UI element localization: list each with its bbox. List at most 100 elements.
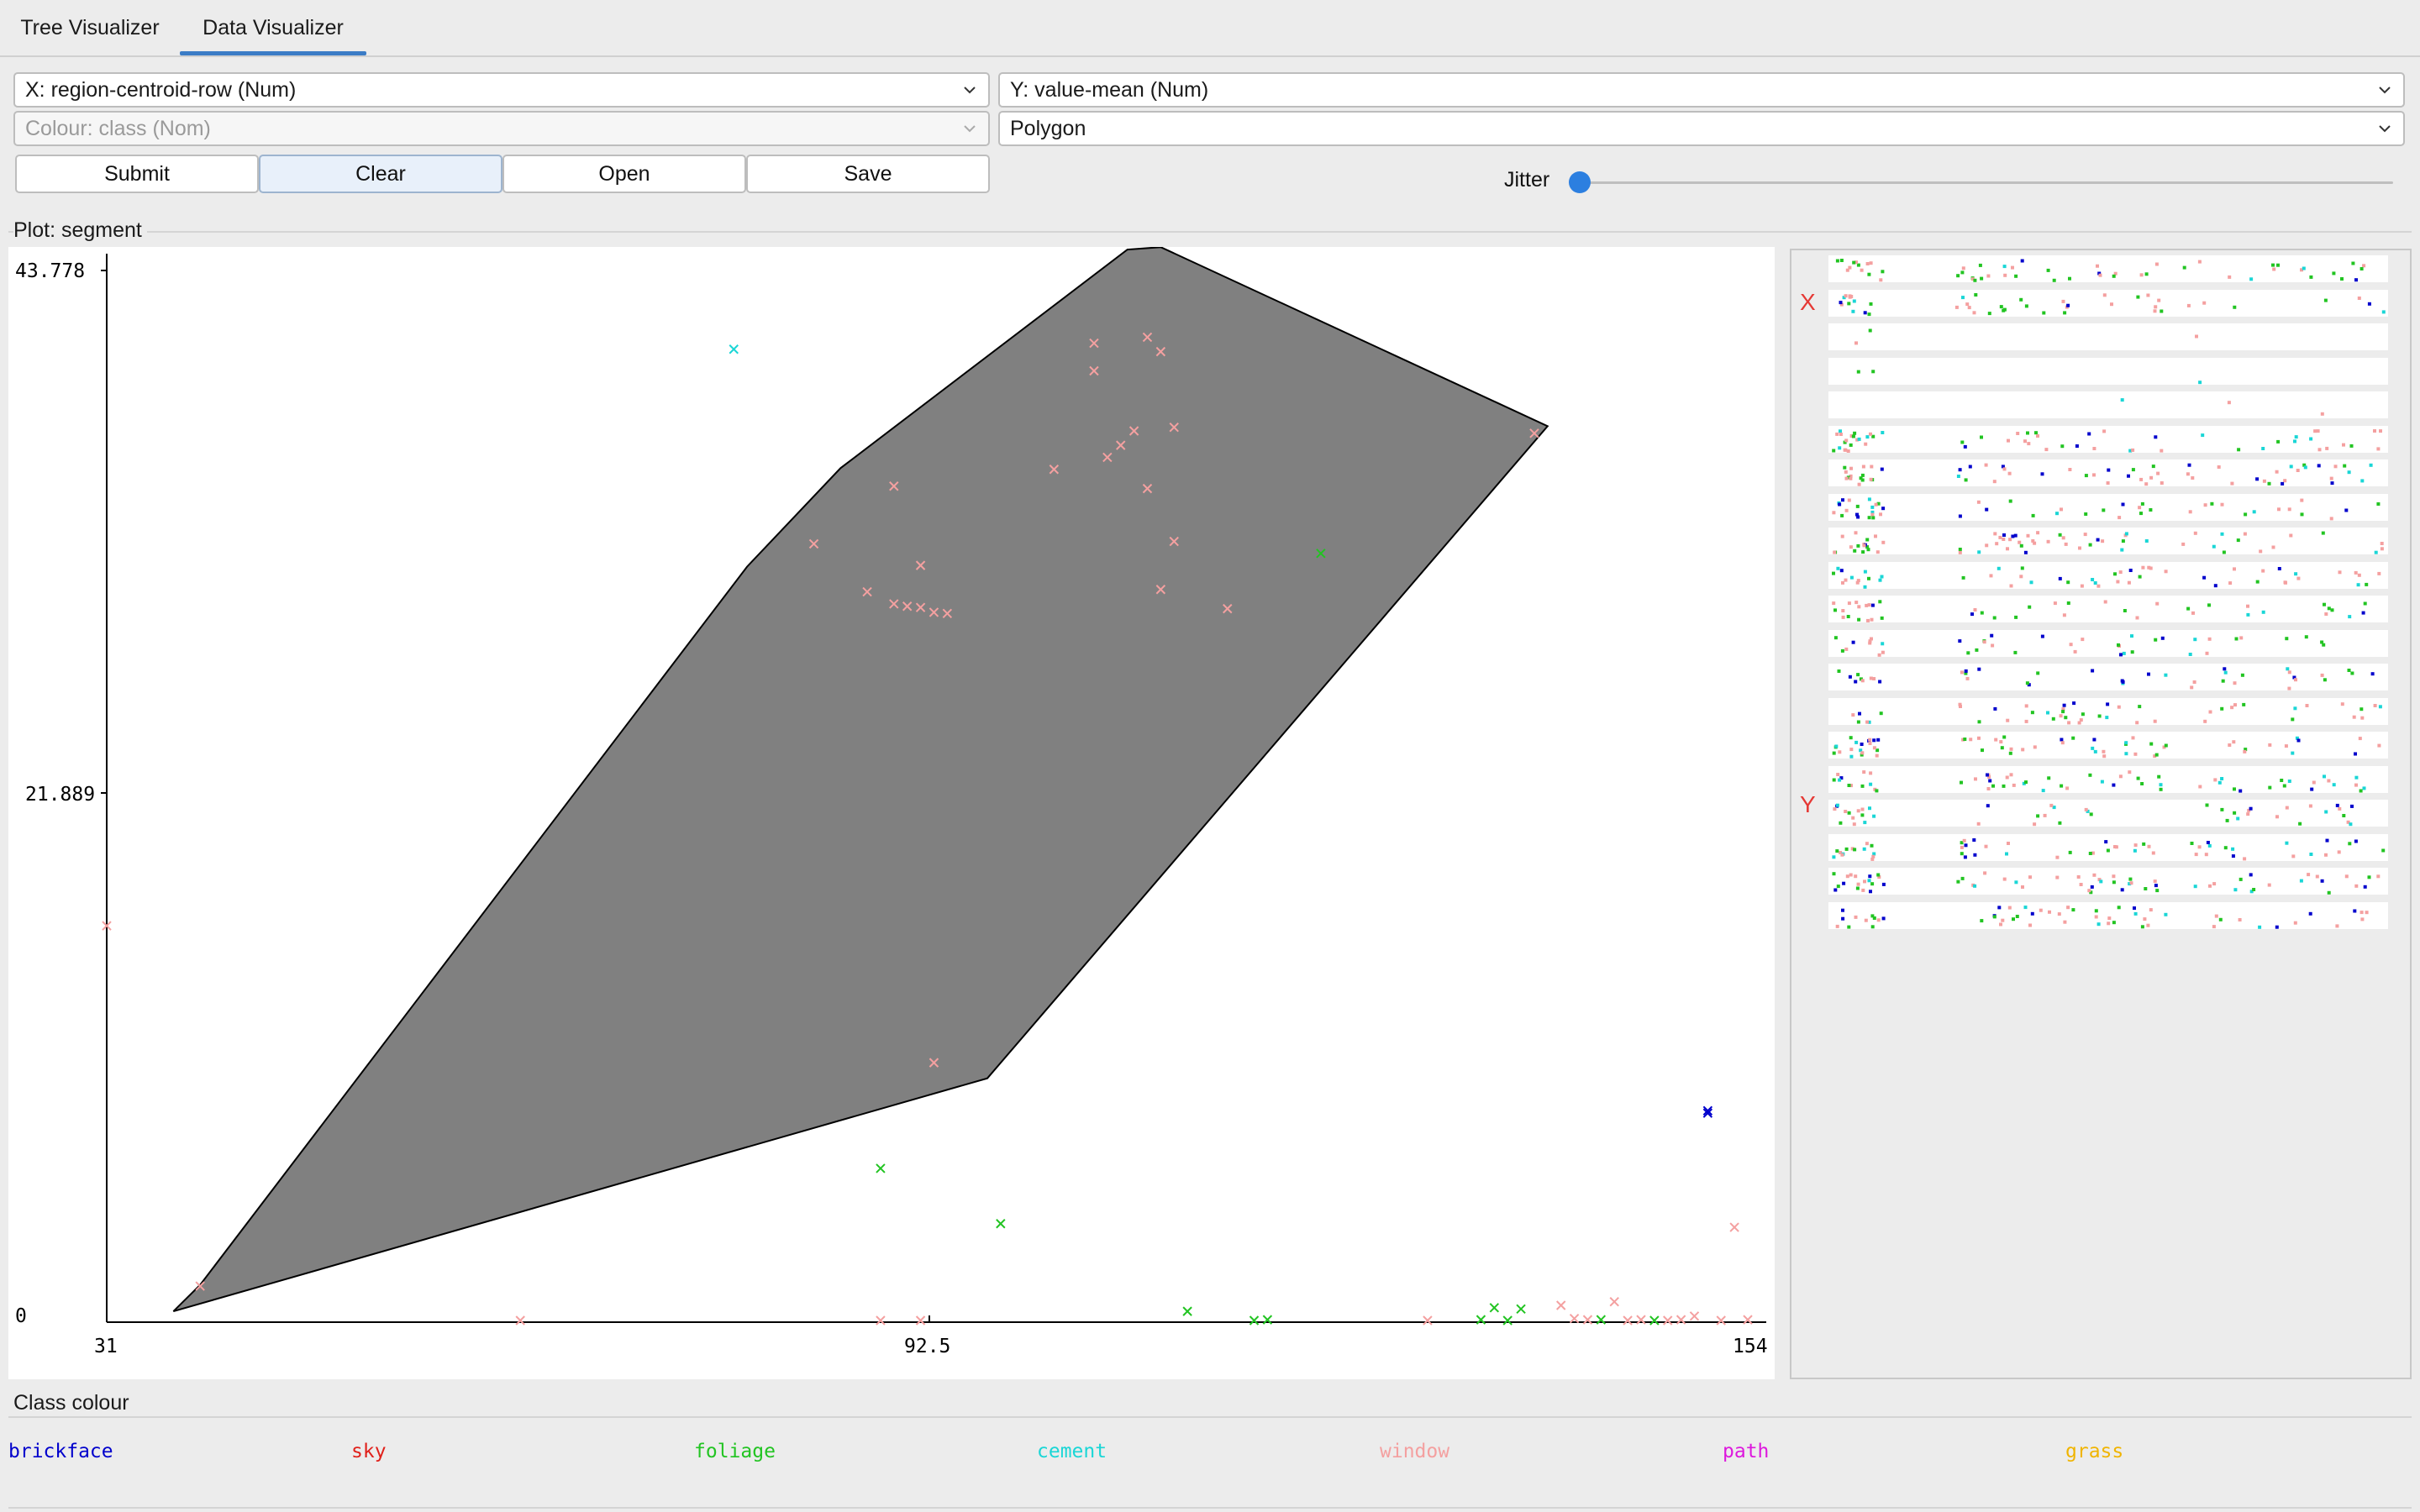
data-point-window[interactable] xyxy=(929,607,939,617)
legend-item-sky[interactable]: sky xyxy=(351,1441,387,1462)
tab-tree-visualizer[interactable]: Tree Visualizer xyxy=(20,16,160,39)
matrix-strip[interactable] xyxy=(1828,868,2388,895)
matrix-strip[interactable] xyxy=(1828,425,2388,453)
data-point-foliage[interactable] xyxy=(1182,1306,1192,1316)
data-point-window[interactable] xyxy=(1556,1300,1566,1310)
matrix-strip[interactable] xyxy=(1828,800,2388,827)
data-point-window[interactable] xyxy=(1529,428,1539,438)
data-point-window[interactable] xyxy=(808,538,819,549)
data-point-window[interactable] xyxy=(1142,332,1153,343)
matrix-strip[interactable] xyxy=(1828,732,2388,759)
matrix-strip[interactable] xyxy=(1828,289,2388,317)
data-point-window[interactable] xyxy=(1582,1315,1593,1325)
data-point-window[interactable] xyxy=(1743,1315,1753,1325)
data-point-foliage[interactable] xyxy=(1262,1315,1273,1325)
data-point-window[interactable] xyxy=(1636,1315,1646,1325)
data-point-window[interactable] xyxy=(102,921,112,931)
matrix-strip[interactable] xyxy=(1828,459,2388,486)
attribute-matrix-panel[interactable]: X Y xyxy=(1790,249,2412,1379)
data-point-window[interactable] xyxy=(1142,483,1153,494)
matrix-strip[interactable] xyxy=(1828,833,2388,861)
matrix-strip[interactable] xyxy=(1828,493,2388,521)
legend-item-window[interactable]: window xyxy=(1380,1441,1450,1462)
data-point-window[interactable] xyxy=(1729,1222,1739,1232)
data-point-window[interactable] xyxy=(1609,1296,1619,1307)
submit-button[interactable]: Submit xyxy=(15,155,259,193)
data-point-window[interactable] xyxy=(889,599,899,609)
matrix-point xyxy=(2159,782,2163,786)
data-point-window[interactable] xyxy=(1223,603,1233,614)
data-point-window[interactable] xyxy=(1569,1314,1580,1324)
data-point-window[interactable] xyxy=(1089,338,1099,349)
matrix-strip[interactable] xyxy=(1828,357,2388,385)
data-point-window[interactable] xyxy=(915,602,926,612)
data-point-window[interactable] xyxy=(1169,536,1179,547)
data-point-window[interactable] xyxy=(1089,365,1099,376)
matrix-strip[interactable] xyxy=(1828,664,2388,690)
data-point-window[interactable] xyxy=(1716,1315,1726,1326)
data-point-window[interactable] xyxy=(515,1315,525,1326)
matrix-strip[interactable] xyxy=(1828,901,2388,929)
matrix-strip[interactable] xyxy=(1828,697,2388,725)
data-point-window[interactable] xyxy=(876,1315,886,1326)
legend-item-path[interactable]: path xyxy=(1723,1441,1770,1462)
shape-select[interactable]: Polygon xyxy=(998,111,2405,146)
data-point-window[interactable] xyxy=(195,1281,205,1291)
matrix-strip[interactable] xyxy=(1828,596,2388,622)
data-point-window[interactable] xyxy=(1049,465,1060,475)
matrix-strip[interactable] xyxy=(1828,629,2388,657)
data-point-window[interactable] xyxy=(1689,1311,1700,1321)
legend-item-foliage[interactable]: foliage xyxy=(694,1441,776,1462)
data-point-window[interactable] xyxy=(1102,452,1113,463)
data-point-foliage[interactable] xyxy=(1502,1315,1512,1326)
y-axis-select[interactable]: Y: value-mean (Num) xyxy=(998,72,2405,108)
matrix-point xyxy=(2002,533,2006,537)
data-point-foliage[interactable] xyxy=(1316,549,1326,559)
data-point-foliage[interactable] xyxy=(876,1163,886,1173)
data-point-window[interactable] xyxy=(1169,422,1179,433)
data-point-window[interactable] xyxy=(1116,440,1126,450)
data-point-window[interactable] xyxy=(1676,1315,1686,1325)
data-point-brickface[interactable] xyxy=(1702,1108,1713,1118)
legend-item-grass[interactable]: grass xyxy=(2065,1441,2124,1462)
jitter-slider-track[interactable] xyxy=(1580,181,2393,184)
data-point-window[interactable] xyxy=(889,481,899,491)
matrix-point xyxy=(1832,449,1836,452)
data-point-window[interactable] xyxy=(902,601,913,612)
data-point-foliage[interactable] xyxy=(1489,1303,1500,1313)
data-point-window[interactable] xyxy=(942,608,953,619)
jitter-slider-knob[interactable] xyxy=(1569,171,1591,193)
data-point-window[interactable] xyxy=(1623,1315,1633,1326)
data-point-cement[interactable] xyxy=(729,344,739,354)
matrix-strip[interactable] xyxy=(1828,561,2388,589)
tab-data-visualizer[interactable]: Data Visualizer xyxy=(180,0,366,55)
data-point-window[interactable] xyxy=(1155,346,1166,357)
matrix-strip[interactable] xyxy=(1828,323,2388,350)
legend-item-brickface[interactable]: brickface xyxy=(8,1441,113,1462)
x-axis-select[interactable]: X: region-centroid-row (Num) xyxy=(13,72,990,108)
data-point-brickface[interactable] xyxy=(1702,1105,1713,1116)
clear-button[interactable]: Clear xyxy=(259,155,502,193)
data-point-window[interactable] xyxy=(915,1315,926,1326)
data-point-foliage[interactable] xyxy=(1476,1315,1486,1325)
matrix-strip[interactable] xyxy=(1828,765,2388,793)
data-point-window[interactable] xyxy=(1128,426,1139,436)
data-point-window[interactable] xyxy=(929,1058,939,1068)
data-point-window[interactable] xyxy=(915,560,926,570)
data-point-window[interactable] xyxy=(862,586,872,597)
data-point-foliage[interactable] xyxy=(1516,1304,1526,1314)
data-point-foliage[interactable] xyxy=(1249,1315,1260,1326)
data-point-window[interactable] xyxy=(1155,585,1166,595)
matrix-strip[interactable] xyxy=(1828,255,2388,282)
matrix-strip[interactable] xyxy=(1828,528,2388,554)
open-button[interactable]: Open xyxy=(502,155,746,193)
data-point-window[interactable] xyxy=(1423,1315,1433,1326)
data-point-window[interactable] xyxy=(1663,1315,1673,1326)
scatter-plot[interactable]: 43.778 21.889 0 31 92.5 154 xyxy=(8,246,1775,1379)
data-point-foliage[interactable] xyxy=(1596,1315,1607,1325)
matrix-strip[interactable] xyxy=(1828,391,2388,418)
legend-item-cement[interactable]: cement xyxy=(1037,1441,1107,1462)
save-button[interactable]: Save xyxy=(746,155,990,193)
data-point-foliage[interactable] xyxy=(996,1219,1006,1229)
data-point-foliage[interactable] xyxy=(1649,1315,1660,1326)
